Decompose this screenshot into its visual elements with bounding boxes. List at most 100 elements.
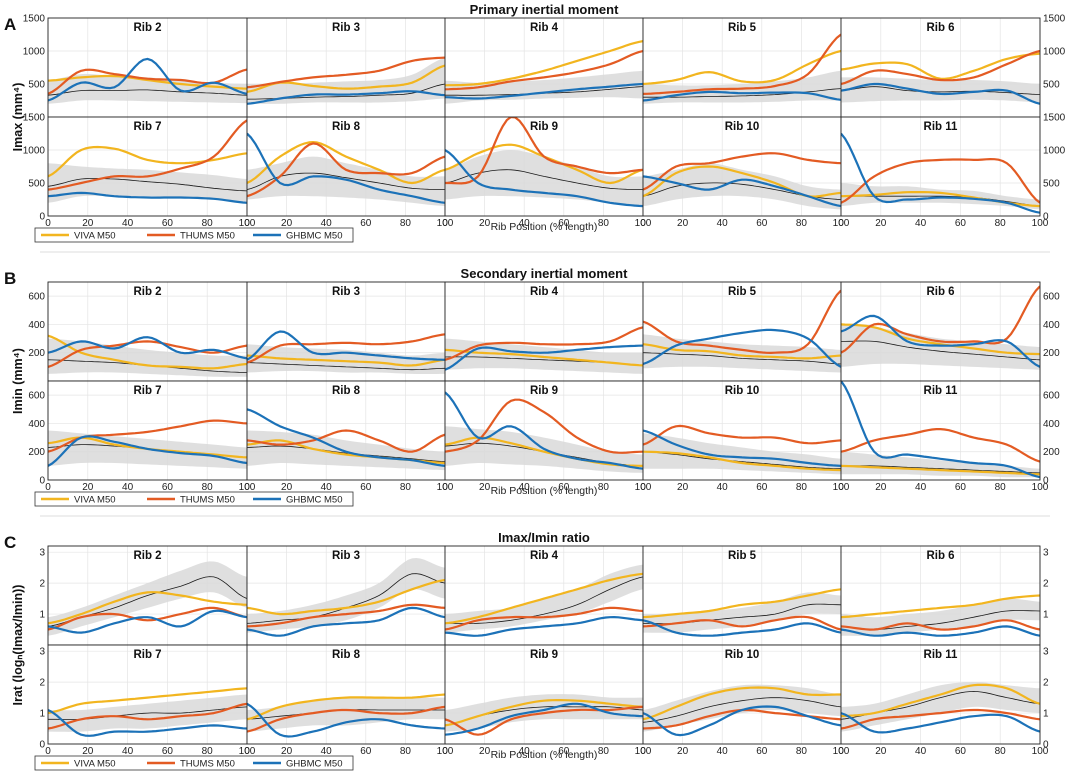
y-tick-label: 1000 bbox=[23, 146, 46, 157]
plot-content bbox=[841, 49, 1040, 105]
series-line-ghbmc bbox=[48, 609, 247, 634]
series-line-ghbmc bbox=[445, 149, 643, 208]
subplot-frame bbox=[840, 116, 1041, 217]
x-tick-label: 80 bbox=[202, 482, 214, 493]
corridor-band bbox=[643, 433, 841, 475]
x-tick-label: 40 bbox=[915, 746, 927, 757]
legend-label-thums: THUMS M50 bbox=[180, 495, 235, 506]
series-line-viva bbox=[643, 49, 841, 86]
x-tick-label: 60 bbox=[162, 746, 174, 757]
x-tick-label: 100 bbox=[437, 482, 454, 493]
x-tick-label: 100 bbox=[1032, 482, 1049, 493]
legend: VIVA M50 THUMS M50 GHBMC M50 bbox=[34, 755, 354, 771]
series-line-viva bbox=[841, 323, 1040, 356]
subplot-rib-10: Rib 10 0 20 40 60 80 100 bbox=[640, 380, 850, 493]
series-line-thums bbox=[841, 619, 1040, 631]
plot-content bbox=[247, 330, 445, 374]
legend: VIVA M50 THUMS M50 GHBMC M50 bbox=[34, 227, 354, 243]
series-line-ghbmc bbox=[445, 391, 643, 470]
x-tick-label: 20 bbox=[479, 218, 491, 229]
x-tick-label: 20 bbox=[677, 218, 689, 229]
series-line-ghbmc bbox=[48, 336, 247, 360]
series-line-viva bbox=[841, 464, 1040, 476]
series-line-thums bbox=[247, 603, 445, 628]
mean-line bbox=[841, 86, 1040, 95]
x-tick-label: 100 bbox=[239, 482, 256, 493]
x-tick-label: 60 bbox=[558, 218, 570, 229]
rib-label: Rib 8 bbox=[332, 121, 361, 133]
series-line-thums bbox=[247, 56, 445, 89]
rib-label: Rib 8 bbox=[332, 385, 361, 397]
y-tick-label: 0 bbox=[1043, 212, 1049, 223]
y-tick-label: 0 bbox=[39, 476, 45, 487]
x-tick-label: 80 bbox=[400, 482, 412, 493]
mean-line bbox=[247, 362, 445, 371]
subplot-rib-9: Rib 9 0 20 40 60 80 100 bbox=[442, 380, 652, 493]
plot-content bbox=[841, 285, 1040, 370]
legend-label-ghbmc: GHBMC M50 bbox=[286, 231, 342, 242]
y-tick-label: 1000 bbox=[1043, 146, 1065, 157]
series-line-viva bbox=[247, 354, 445, 367]
rib-label: Rib 4 bbox=[530, 286, 559, 298]
panel-letter: B bbox=[4, 269, 16, 288]
corridor-band bbox=[445, 70, 643, 104]
legend-label-ghbmc: GHBMC M50 bbox=[286, 759, 342, 770]
x-tick-label: 40 bbox=[915, 218, 927, 229]
x-tick-label: 80 bbox=[796, 482, 808, 493]
y-tick-label: 3 bbox=[39, 647, 45, 658]
series-line-ghbmc bbox=[247, 606, 445, 637]
x-tick-label: 0 bbox=[640, 218, 646, 229]
mean-line bbox=[445, 576, 643, 624]
mean-line bbox=[643, 88, 841, 98]
x-tick-label: 60 bbox=[360, 482, 372, 493]
x-tick-label: 40 bbox=[519, 482, 531, 493]
series-line-ghbmc bbox=[247, 330, 445, 361]
series-line-thums bbox=[48, 606, 247, 631]
y-tick-label: 400 bbox=[1043, 320, 1060, 331]
legend-label-thums: THUMS M50 bbox=[180, 231, 235, 242]
series-line-viva bbox=[48, 74, 247, 90]
mean-line bbox=[643, 352, 841, 365]
plot-content bbox=[48, 419, 247, 469]
x-tick-label: 100 bbox=[833, 746, 850, 757]
x-tick-label: 0 bbox=[244, 482, 250, 493]
series-line-thums bbox=[841, 708, 1040, 730]
x-tick-label: 40 bbox=[122, 746, 134, 757]
panel-title: Secondary inertial moment bbox=[461, 266, 629, 281]
x-tick-label: 60 bbox=[756, 746, 768, 757]
y-tick-label: 400 bbox=[1043, 419, 1060, 430]
series-line-ghbmc bbox=[247, 132, 445, 204]
series-line-viva bbox=[841, 683, 1040, 718]
rib-label: Rib 2 bbox=[133, 286, 161, 298]
subplot-rib-10: Rib 10 0 20 40 60 80 100 bbox=[640, 116, 850, 229]
series-line-viva bbox=[445, 572, 643, 625]
subplot-rib-2: Rib 2 1 2 3 bbox=[39, 545, 248, 646]
mean-line bbox=[48, 89, 247, 96]
series-line-ghbmc bbox=[247, 702, 445, 738]
y-tick-label: 500 bbox=[28, 179, 45, 190]
plot-content bbox=[247, 132, 445, 207]
x-tick-label: 60 bbox=[360, 218, 372, 229]
rib-label: Rib 11 bbox=[924, 385, 958, 397]
y-tick-label: 1 bbox=[1043, 610, 1049, 621]
x-tick-label: 60 bbox=[756, 482, 768, 493]
series-line-thums bbox=[841, 428, 1040, 463]
x-tick-label: 80 bbox=[202, 218, 214, 229]
y-tick-label: 2 bbox=[1043, 579, 1049, 590]
subplot-rib-3: Rib 3 bbox=[246, 281, 446, 382]
x-tick-label: 40 bbox=[122, 218, 134, 229]
rib-label: Rib 4 bbox=[530, 550, 559, 562]
series-line-viva bbox=[48, 591, 247, 625]
x-tick-label: 100 bbox=[437, 218, 454, 229]
x-tick-label: 100 bbox=[635, 218, 652, 229]
series-line-thums bbox=[48, 702, 247, 730]
x-tick-label: 80 bbox=[995, 746, 1007, 757]
y-tick-label: 0 bbox=[39, 740, 45, 751]
x-tick-label: 0 bbox=[640, 746, 646, 757]
plot-content bbox=[48, 334, 247, 377]
x-tick-label: 0 bbox=[838, 482, 844, 493]
x-tick-label: 20 bbox=[281, 482, 293, 493]
series-line-viva bbox=[48, 145, 247, 178]
series-line-thums bbox=[445, 705, 643, 736]
subplot-frame bbox=[840, 380, 1041, 481]
